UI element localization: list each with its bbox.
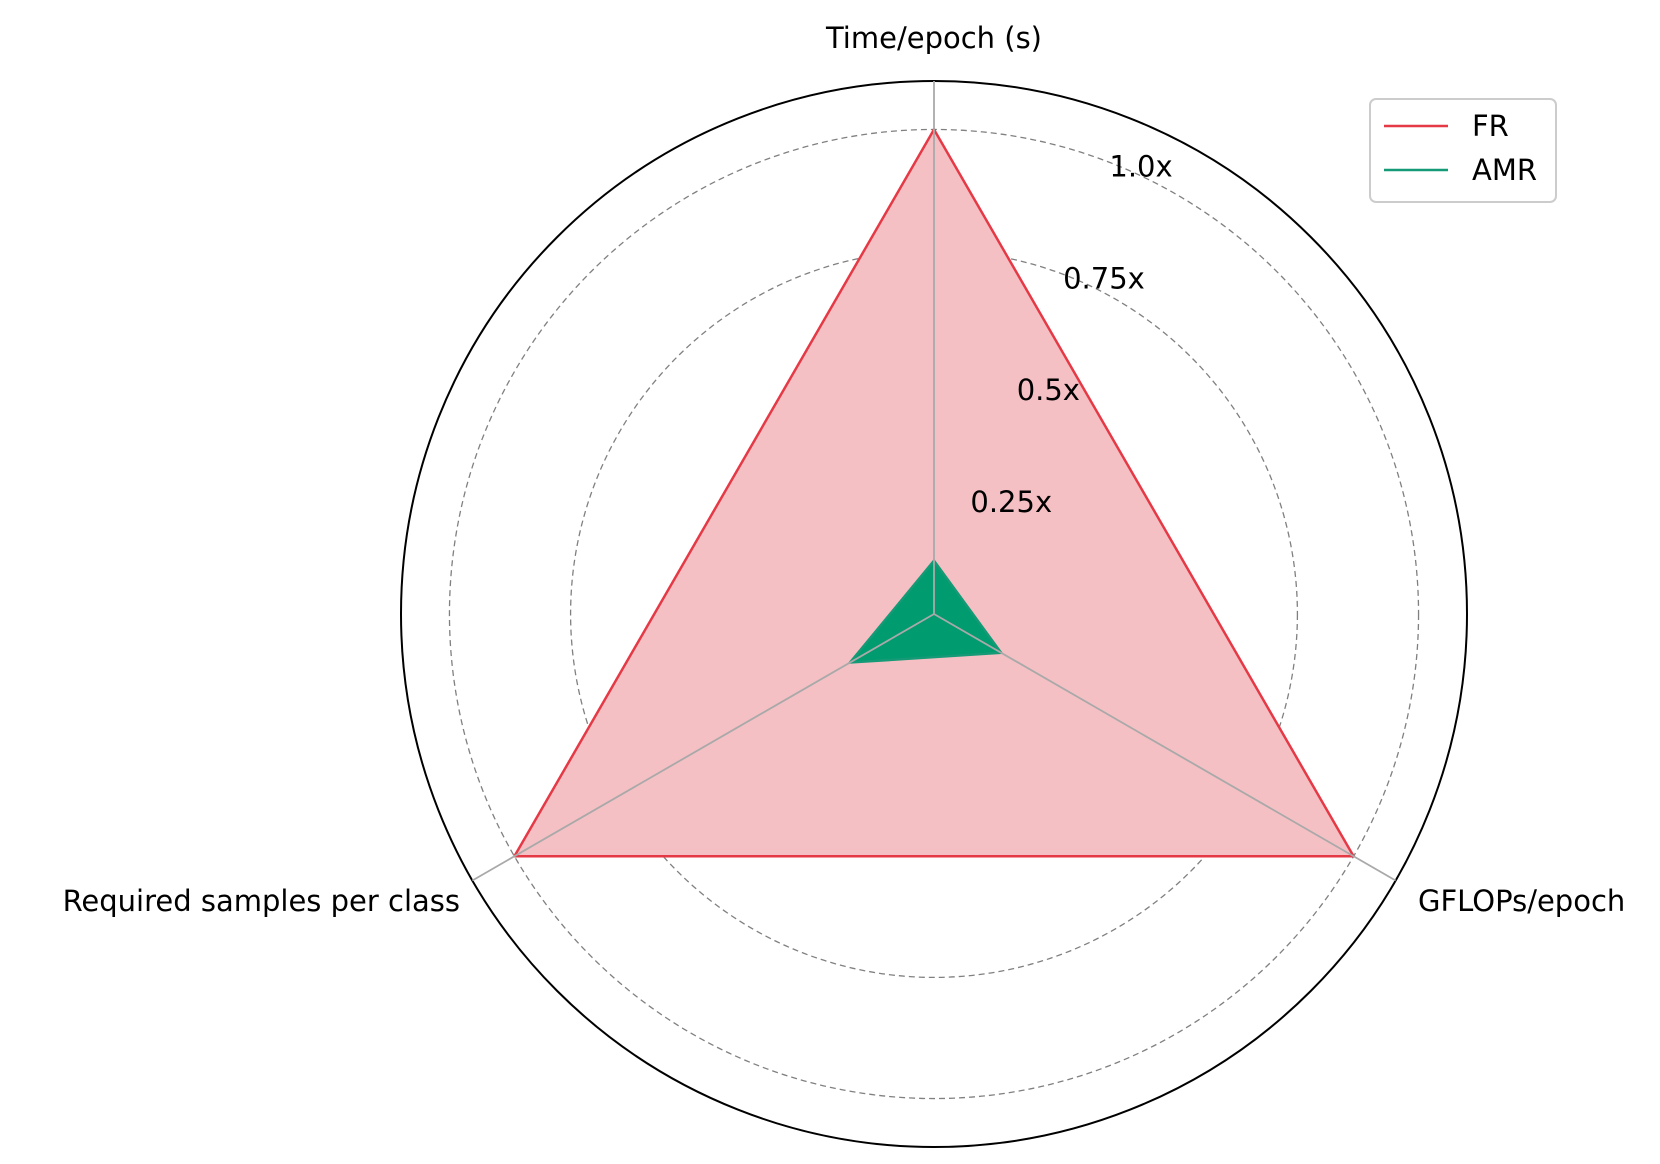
r-tick-label: 0.25x <box>970 485 1052 519</box>
legend: FR AMR <box>1369 98 1557 203</box>
axis-label-time: Time/epoch (s) <box>825 21 1042 55</box>
r-tick-label: 1.0x <box>1109 149 1172 183</box>
series-area-amr <box>847 558 1004 664</box>
r-tick-label: 0.75x <box>1063 261 1145 295</box>
axis-label-samples: Required samples per class <box>63 884 460 918</box>
label-layer: Time/epoch (s) GFLOPs/epoch Required sam… <box>63 21 1626 918</box>
legend-label-fr: FR <box>1472 109 1509 143</box>
axis-spoke <box>933 613 1397 882</box>
axis-label-gflops: GFLOPs/epoch <box>1418 884 1625 918</box>
spoke-layer <box>471 81 1397 882</box>
legend-label-amr: AMR <box>1472 153 1537 187</box>
axis-spoke <box>471 613 935 882</box>
r-tick-label: 0.5x <box>1017 373 1080 407</box>
